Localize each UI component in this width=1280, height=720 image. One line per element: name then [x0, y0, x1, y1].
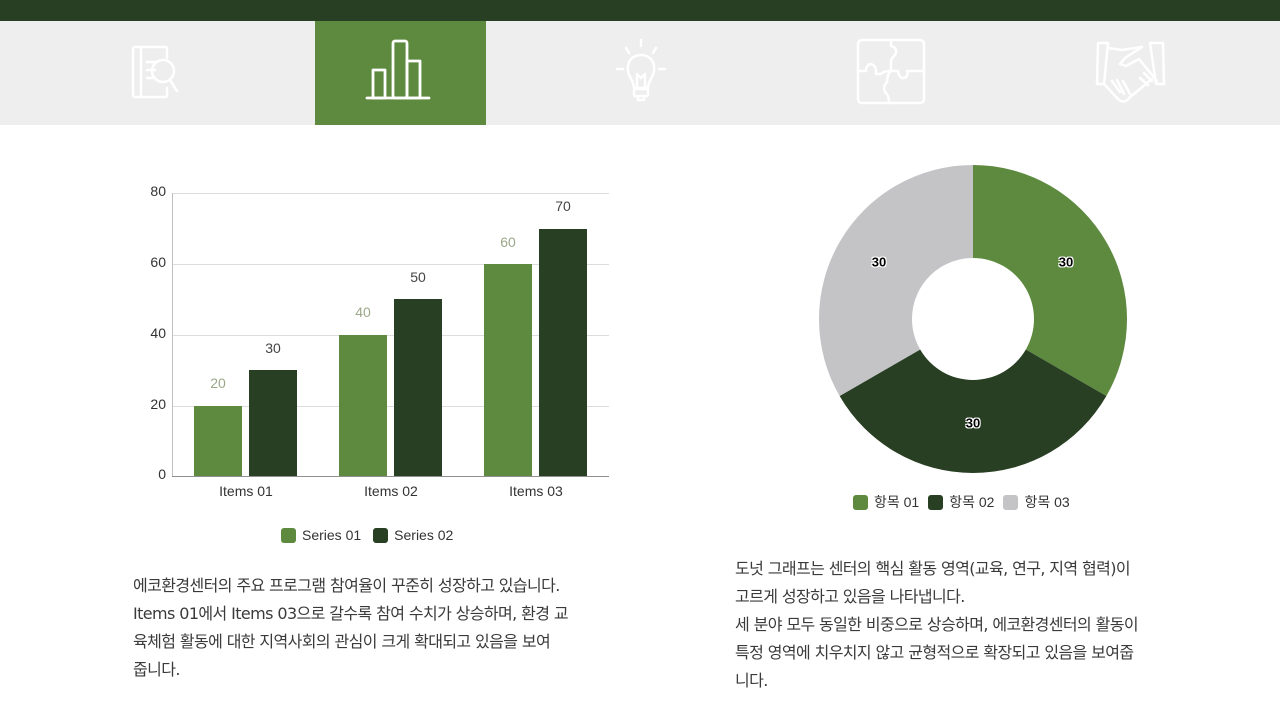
legend-label: Series 02	[394, 527, 454, 543]
description-line: 고르게 성장하고 있음을 나타냅니다.	[735, 587, 965, 606]
donut-chart-legend: 항목 01 항목 02 항목 03	[853, 492, 1082, 512]
nav-tab-research[interactable]	[50, 21, 221, 125]
y-tick: 80	[150, 183, 166, 199]
legend-item-series02: Series 02	[373, 527, 453, 543]
y-tick: 0	[158, 466, 166, 482]
handshake-icon	[1095, 41, 1165, 103]
y-tick: 40	[150, 325, 166, 341]
donut-slice-item03	[818, 165, 973, 396]
x-tick: Items 03	[509, 483, 563, 499]
data-label: 70	[555, 198, 571, 214]
legend-label: 항목 02	[949, 494, 995, 510]
bar-series02-items02	[394, 299, 442, 476]
y-tick: 60	[150, 254, 166, 270]
donut-data-label: 30	[1058, 254, 1074, 270]
bar-series02-items03	[539, 229, 587, 476]
bar-series01-items01	[194, 406, 242, 476]
legend-swatch	[281, 527, 296, 543]
bar-series01-items03	[484, 264, 532, 476]
nav-tab-chart[interactable]	[315, 21, 486, 125]
legend-item-series01: Series 01	[281, 527, 361, 543]
top-header-bar	[0, 0, 1280, 21]
y-axis	[172, 193, 173, 477]
bar-chart-icon	[365, 39, 430, 100]
description-line: 육체험 활동에 대한 지역사회의 관심이 크게 확대되고 있음을 보여	[133, 632, 551, 651]
description-line: Items 01에서 Items 03으로 갈수록 참여 수치가 상승하며, 환…	[133, 604, 569, 623]
description-line: 세 분야 모두 동일한 비중으로 상승하며, 에코환경센터의 활동이	[735, 615, 1139, 634]
donut-chart: 30 30 30	[818, 164, 1128, 474]
gridline	[173, 406, 609, 407]
legend-item-03: 항목 03	[1003, 492, 1070, 512]
description-line: 도넛 그래프는 센터의 핵심 활동 영역(교육, 연구, 지역 협력)이	[735, 559, 1131, 578]
x-tick: Items 01	[219, 483, 273, 499]
nav-tab-partnership[interactable]	[1045, 21, 1216, 125]
bar-chart: 80 60 40 20 0 20 30 40 50 60 70 Items 01…	[130, 175, 620, 555]
legend-label: 항목 03	[1024, 494, 1070, 510]
donut-slice-item02	[839, 349, 1107, 474]
nav-tab-idea[interactable]	[555, 21, 726, 125]
data-label: 50	[410, 269, 426, 285]
document-search-icon	[131, 45, 178, 99]
legend-item-02: 항목 02	[928, 492, 994, 512]
gridline	[173, 264, 609, 265]
legend-label: 항목 01	[874, 494, 920, 510]
description-line: 특정 영역에 치우치지 않고 균형적으로 확장되고 있음을 보여줍	[735, 643, 1134, 662]
puzzle-icon	[856, 38, 925, 105]
bar-series01-items02	[339, 335, 387, 476]
legend-swatch	[1003, 494, 1019, 510]
legend-swatch	[373, 527, 389, 543]
donut-data-label: 30	[965, 415, 981, 431]
gridline	[173, 193, 609, 194]
data-label: 30	[265, 340, 281, 356]
icon-navigation-strip	[0, 21, 1280, 125]
data-label: 20	[210, 375, 226, 391]
x-axis	[172, 476, 609, 477]
description-line: 에코환경센터의 주요 프로그램 참여율이 꾸준히 성장하고 있습니다.	[133, 576, 560, 595]
data-label: 60	[500, 234, 516, 250]
description-line: 줍니다.	[133, 660, 180, 679]
data-label: 40	[355, 304, 371, 320]
donut-chart-description: 도넛 그래프는 센터의 핵심 활동 영역(교육, 연구, 지역 협력)이 고르게…	[735, 555, 1235, 695]
x-tick: Items 02	[364, 483, 418, 499]
nav-tab-solution[interactable]	[800, 21, 971, 125]
legend-item-01: 항목 01	[853, 492, 919, 512]
legend-label: Series 01	[302, 527, 362, 543]
legend-swatch	[928, 494, 944, 510]
donut-data-label: 30	[871, 254, 887, 270]
donut-slice-item01	[973, 165, 1128, 396]
bar-series02-items01	[249, 370, 297, 476]
lightbulb-icon	[615, 38, 666, 102]
legend-swatch	[853, 494, 868, 510]
bar-chart-legend: Series 01 Series 02	[281, 527, 465, 543]
bar-chart-description: 에코환경센터의 주요 프로그램 참여율이 꾸준히 성장하고 있습니다. Item…	[133, 572, 653, 684]
gridline	[173, 335, 609, 336]
y-tick: 20	[150, 396, 166, 412]
description-line: 니다.	[735, 671, 768, 690]
